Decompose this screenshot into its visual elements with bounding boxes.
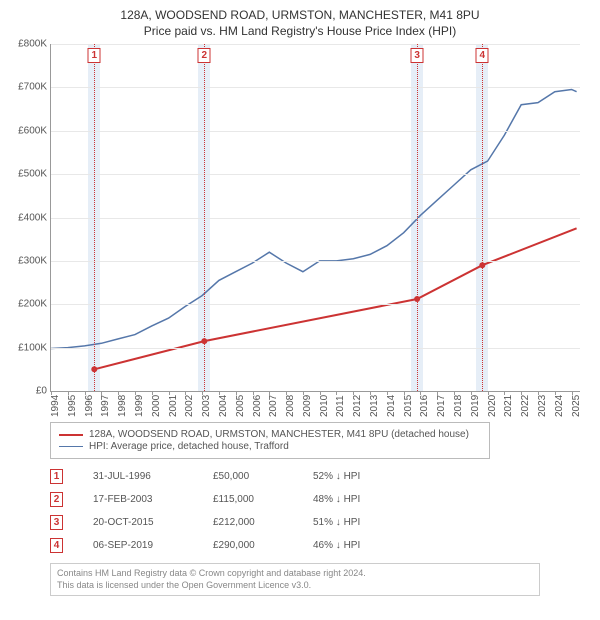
legend-label: HPI: Average price, detached house, Traf… (89, 441, 289, 452)
x-tick-label: 2012 (352, 395, 363, 417)
x-tick-label: 1997 (100, 395, 111, 417)
x-tick-label: 2021 (503, 395, 514, 417)
legend-swatch-hpi (59, 446, 83, 447)
row-date: 20-OCT-2015 (93, 517, 213, 528)
row-date: 06-SEP-2019 (93, 540, 213, 551)
y-tick-label: £500K (5, 169, 47, 180)
row-number-box: 4 (50, 538, 63, 553)
x-tick-label: 2003 (201, 395, 212, 417)
x-tick-label: 2014 (386, 395, 397, 417)
row-date: 17-FEB-2003 (93, 494, 213, 505)
y-tick-label: £100K (5, 342, 47, 353)
row-price: £50,000 (213, 471, 313, 482)
x-tick-label: 2016 (419, 395, 430, 417)
callout-number-box: 4 (476, 48, 489, 63)
x-tick-label: 2019 (470, 395, 481, 417)
x-tick-label: 2023 (537, 395, 548, 417)
legend: 128A, WOODSEND ROAD, URMSTON, MANCHESTER… (50, 422, 490, 459)
x-tick-label: 2011 (335, 395, 346, 417)
x-axis: 1994 1995 1996 1997 1998 1999 2000 2001 2002 2003… (50, 392, 580, 414)
gridline (51, 348, 580, 349)
callout-number-box: 1 (88, 48, 101, 63)
x-tick-label: 2010 (319, 395, 330, 417)
y-tick-label: £700K (5, 82, 47, 93)
legend-swatch-price-paid (59, 434, 83, 436)
x-tick-label: 2013 (369, 395, 380, 417)
chart-title-line1: 128A, WOODSEND ROAD, URMSTON, MANCHESTER… (10, 8, 590, 22)
y-tick-label: £600K (5, 125, 47, 136)
y-tick-label: £400K (5, 212, 47, 223)
gridline (51, 261, 580, 262)
chart-title-block: 128A, WOODSEND ROAD, URMSTON, MANCHESTER… (10, 8, 590, 38)
table-row: 4 06-SEP-2019£290,00046% ↓ HPI (50, 534, 590, 557)
footer-line: This data is licensed under the Open Gov… (57, 580, 533, 592)
x-tick-label: 2002 (184, 395, 195, 417)
x-tick-label: 2007 (268, 395, 279, 417)
legend-item: 128A, WOODSEND ROAD, URMSTON, MANCHESTER… (59, 429, 481, 440)
series-line-hpi (51, 90, 577, 349)
x-tick-label: 2009 (302, 395, 313, 417)
x-tick-label: 1995 (67, 395, 78, 417)
y-tick-label: £200K (5, 299, 47, 310)
row-pct-vs-hpi: 51% ↓ HPI (313, 517, 433, 528)
row-price: £115,000 (213, 494, 313, 505)
row-price: £212,000 (213, 517, 313, 528)
gridline (51, 218, 580, 219)
callout-number-box: 2 (198, 48, 211, 63)
x-tick-label: 2020 (487, 395, 498, 417)
attribution-footer: Contains HM Land Registry data © Crown c… (50, 563, 540, 596)
gridline (51, 87, 580, 88)
x-tick-label: 1994 (50, 395, 61, 417)
table-row: 1 31-JUL-1996£50,00052% ↓ HPI (50, 465, 590, 488)
x-tick-label: 2022 (520, 395, 531, 417)
row-pct-vs-hpi: 48% ↓ HPI (313, 494, 433, 505)
x-tick-label: 2004 (218, 395, 229, 417)
row-price: £290,000 (213, 540, 313, 551)
y-axis: £0£100K£200K£300K£400K£500K£600K£700K£80… (5, 44, 47, 392)
x-tick-label: 1999 (134, 395, 145, 417)
gridline (51, 131, 580, 132)
callout-line (482, 44, 483, 391)
row-pct-vs-hpi: 46% ↓ HPI (313, 540, 433, 551)
y-tick-label: £800K (5, 39, 47, 50)
chart-area: £0£100K£200K£300K£400K£500K£600K£700K£80… (50, 44, 580, 414)
x-tick-label: 2005 (235, 395, 246, 417)
x-tick-label: 1998 (117, 395, 128, 417)
x-tick-label: 1996 (84, 395, 95, 417)
legend-label: 128A, WOODSEND ROAD, URMSTON, MANCHESTER… (89, 429, 469, 440)
x-tick-label: 2018 (453, 395, 464, 417)
table-row: 3 20-OCT-2015£212,00051% ↓ HPI (50, 511, 590, 534)
gridline (51, 44, 580, 45)
x-tick-label: 2008 (285, 395, 296, 417)
row-pct-vs-hpi: 52% ↓ HPI (313, 471, 433, 482)
x-tick-label: 2006 (252, 395, 263, 417)
y-tick-label: £300K (5, 255, 47, 266)
gridline (51, 304, 580, 305)
x-tick-label: 2025 (571, 395, 582, 417)
callout-line (94, 44, 95, 391)
gridline (51, 174, 580, 175)
callout-line (417, 44, 418, 391)
x-tick-label: 2017 (436, 395, 447, 417)
x-tick-label: 2024 (554, 395, 565, 417)
row-number-box: 1 (50, 469, 63, 484)
table-row: 2 17-FEB-2003£115,00048% ↓ HPI (50, 488, 590, 511)
x-tick-label: 2015 (403, 395, 414, 417)
callout-table: 1 31-JUL-1996£50,00052% ↓ HPI 2 17-FEB-2003… (50, 465, 590, 557)
y-tick-label: £0 (5, 386, 47, 397)
plot-area: 1 2 3 4 (50, 44, 580, 392)
chart-title-line2: Price paid vs. HM Land Registry's House … (10, 24, 590, 38)
row-date: 31-JUL-1996 (93, 471, 213, 482)
callout-line (204, 44, 205, 391)
legend-item: HPI: Average price, detached house, Traf… (59, 441, 481, 452)
x-tick-label: 2001 (168, 395, 179, 417)
row-number-box: 2 (50, 492, 63, 507)
x-tick-label: 2000 (151, 395, 162, 417)
callout-number-box: 3 (411, 48, 424, 63)
row-number-box: 3 (50, 515, 63, 530)
footer-line: Contains HM Land Registry data © Crown c… (57, 568, 533, 580)
